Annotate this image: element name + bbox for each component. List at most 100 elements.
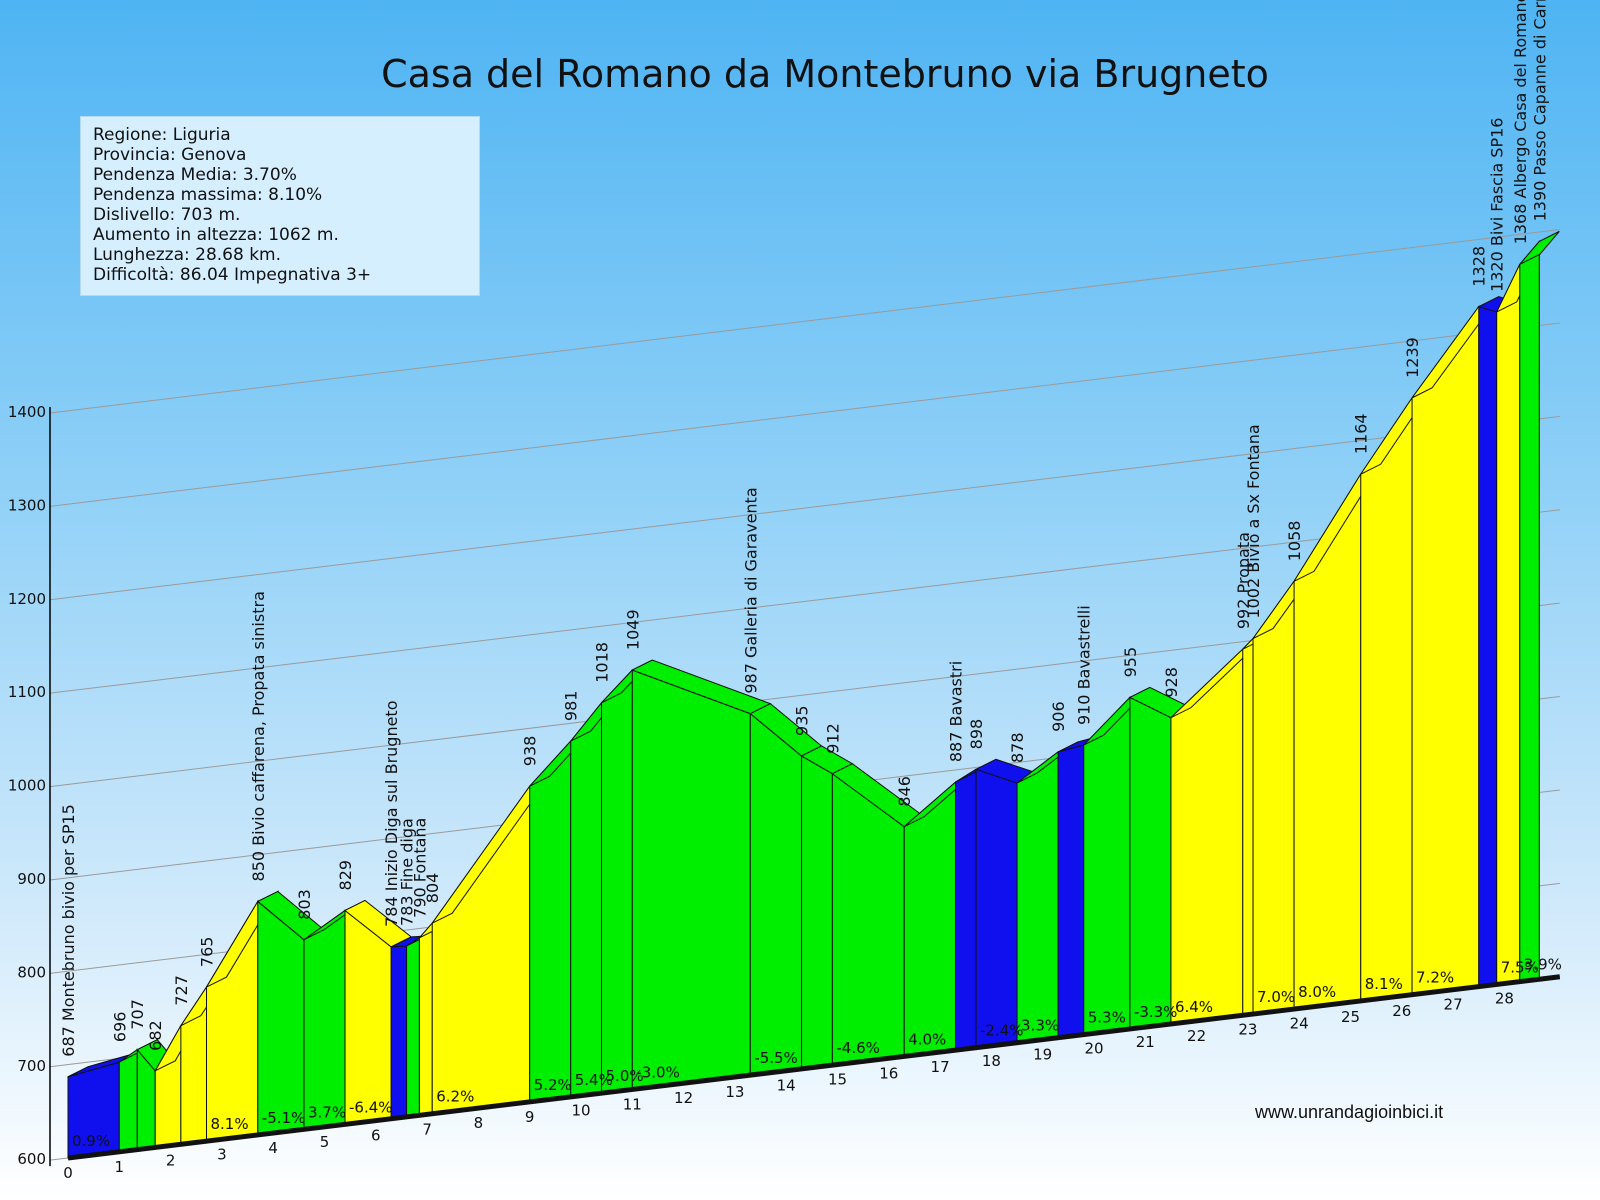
x-tick-label-0: 0 (63, 1164, 73, 1182)
segment-front-1 (118, 1048, 138, 1153)
x-tick-label-28: 28 (1495, 989, 1514, 1007)
point-label-10: 783 Fine diga (398, 818, 417, 926)
point-label-19: 912 (823, 723, 842, 754)
x-tick-label-23: 23 (1238, 1021, 1257, 1039)
point-label-31: 1164 (1352, 413, 1371, 454)
segment-front-28 (1242, 637, 1254, 1016)
x-tick-label-25: 25 (1341, 1008, 1360, 1026)
grade-label-12: 6.2% (436, 1088, 474, 1106)
segment-front-31 (1360, 396, 1413, 1002)
segment-front-9 (390, 945, 408, 1120)
segment-front-33 (1478, 305, 1498, 988)
distance-axis: 0 1 2 3 4 5 6 7 8 9 10 11 12 13 14 15 16 17 18 19 20 21 22 23 24… (63, 974, 1561, 1182)
point-label-16: 1049 (623, 609, 642, 650)
grade-label-23: 3.3% (1021, 1017, 1059, 1035)
point-label-9: 784 Inizio Diga sul Brugneto (382, 701, 401, 927)
grade-label-6: -5.1% (262, 1109, 306, 1127)
x-tick-label-9: 9 (525, 1108, 535, 1126)
segment-front-15 (601, 668, 633, 1094)
x-tick-label-15: 15 (828, 1071, 847, 1089)
y-tick-label-1300: 1300 (8, 496, 46, 514)
grade-label-16: -3.0% (636, 1063, 680, 1081)
segment-front-16 (631, 669, 751, 1091)
x-tick-label-5: 5 (320, 1133, 330, 1151)
x-tick-label-3: 3 (217, 1145, 227, 1163)
y-tick-label-1200: 1200 (8, 590, 46, 608)
y-tick-label-900: 900 (17, 870, 46, 888)
y-tick-label-1100: 1100 (8, 683, 46, 701)
grade-label-15: 5.0% (606, 1067, 644, 1085)
grade-label-14: 5.4% (575, 1071, 613, 1089)
point-label-32: 1239 (1403, 337, 1422, 378)
x-tick-label-11: 11 (623, 1095, 642, 1113)
segment-front-17 (749, 712, 803, 1076)
segment-front-26 (1129, 696, 1172, 1030)
point-label-17: 987 Galleria di Garaventa (741, 487, 760, 693)
y-tick-label-800: 800 (17, 963, 46, 981)
point-label-15: 1018 (593, 642, 612, 683)
segment-front-7 (303, 909, 346, 1130)
x-tick-label-20: 20 (1084, 1039, 1103, 1057)
point-label-36: 1390 Passo Capanne di Carrega (1530, 0, 1549, 221)
info-provincia: Provincia: Genova (93, 145, 247, 165)
info-aumento: Aumento in altezza: 1062 m. (93, 225, 339, 245)
point-label-24: 906 (1049, 701, 1068, 732)
x-tick-label-19: 19 (1033, 1046, 1052, 1064)
grid-line-1200 (49, 415, 1560, 601)
profile-area (67, 230, 1560, 1159)
segment-front-23 (1016, 750, 1059, 1044)
x-tick-label-18: 18 (982, 1052, 1001, 1070)
point-label-2: 707 (128, 999, 147, 1030)
point-label-3: 682 (146, 1020, 165, 1051)
point-label-30: 1058 (1285, 521, 1304, 562)
grade-label-17: -5.5% (754, 1049, 798, 1067)
point-label-13: 938 (521, 736, 540, 767)
segment-front-8 (344, 909, 392, 1125)
point-label-4: 727 (172, 975, 191, 1006)
grade-label-31: 8.1% (1365, 975, 1403, 993)
point-label-0: 687 Montebruno bivio per SP15 (59, 804, 78, 1057)
segment-front-18 (801, 755, 833, 1070)
point-label-18: 935 (793, 705, 812, 736)
info-pendenza-media: Pendenza Media: 3.70% (93, 165, 297, 185)
road-strip (67, 974, 1561, 1161)
segment-front-32 (1411, 305, 1480, 996)
point-label-22: 898 (967, 719, 986, 750)
segment-front-25 (1083, 696, 1131, 1036)
point-label-33: 1328 (1470, 246, 1489, 287)
segment-front-6 (257, 900, 305, 1136)
point-label-23: 878 (1008, 732, 1027, 763)
grade-label-20: 4.0% (908, 1030, 946, 1048)
grade-label-30: 8.0% (1298, 983, 1336, 1001)
x-tick-label-8: 8 (474, 1114, 484, 1132)
point-label-12: 804 (423, 873, 442, 904)
point-label-5: 765 (198, 937, 217, 968)
segment-front-14 (570, 701, 603, 1098)
point-label-20: 846 (895, 776, 914, 807)
segment-front-10 (406, 936, 420, 1118)
segment-front-13 (529, 739, 572, 1103)
y-tick-label-1400: 1400 (8, 403, 46, 421)
grade-label-7: 3.7% (308, 1103, 346, 1121)
grid-line-1100 (49, 509, 1560, 694)
point-label-1: 696 (110, 1012, 129, 1043)
chart-title: Casa del Romano da Montebruno via Brugne… (381, 52, 1269, 96)
grid-line-1300 (49, 322, 1560, 507)
grade-label-13: 5.2% (534, 1076, 572, 1094)
point-label-29: 1002 Bivio a Sx Fontana (1244, 424, 1263, 618)
point-label-34: 1320 Bivi Fascia SP16 (1488, 118, 1507, 292)
info-lunghezza: Lunghezza: 28.68 km. (93, 245, 282, 265)
point-label-14: 981 (562, 691, 581, 722)
x-tick-label-26: 26 (1392, 1002, 1411, 1020)
y-tick-label-700: 700 (17, 1057, 46, 1075)
x-tick-label-17: 17 (931, 1058, 950, 1076)
segment-front-34 (1496, 264, 1521, 985)
grade-label-8: -6.4% (349, 1098, 393, 1116)
point-label-27: 928 (1162, 667, 1181, 698)
grade-label-35: 3.9% (1524, 956, 1562, 974)
y-tick-label-600: 600 (17, 1150, 46, 1168)
x-tick-label-21: 21 (1136, 1033, 1155, 1051)
grade-label-5: 8.1% (211, 1115, 249, 1133)
info-box: Regione: Liguria Provincia: Genova Pende… (80, 116, 480, 296)
